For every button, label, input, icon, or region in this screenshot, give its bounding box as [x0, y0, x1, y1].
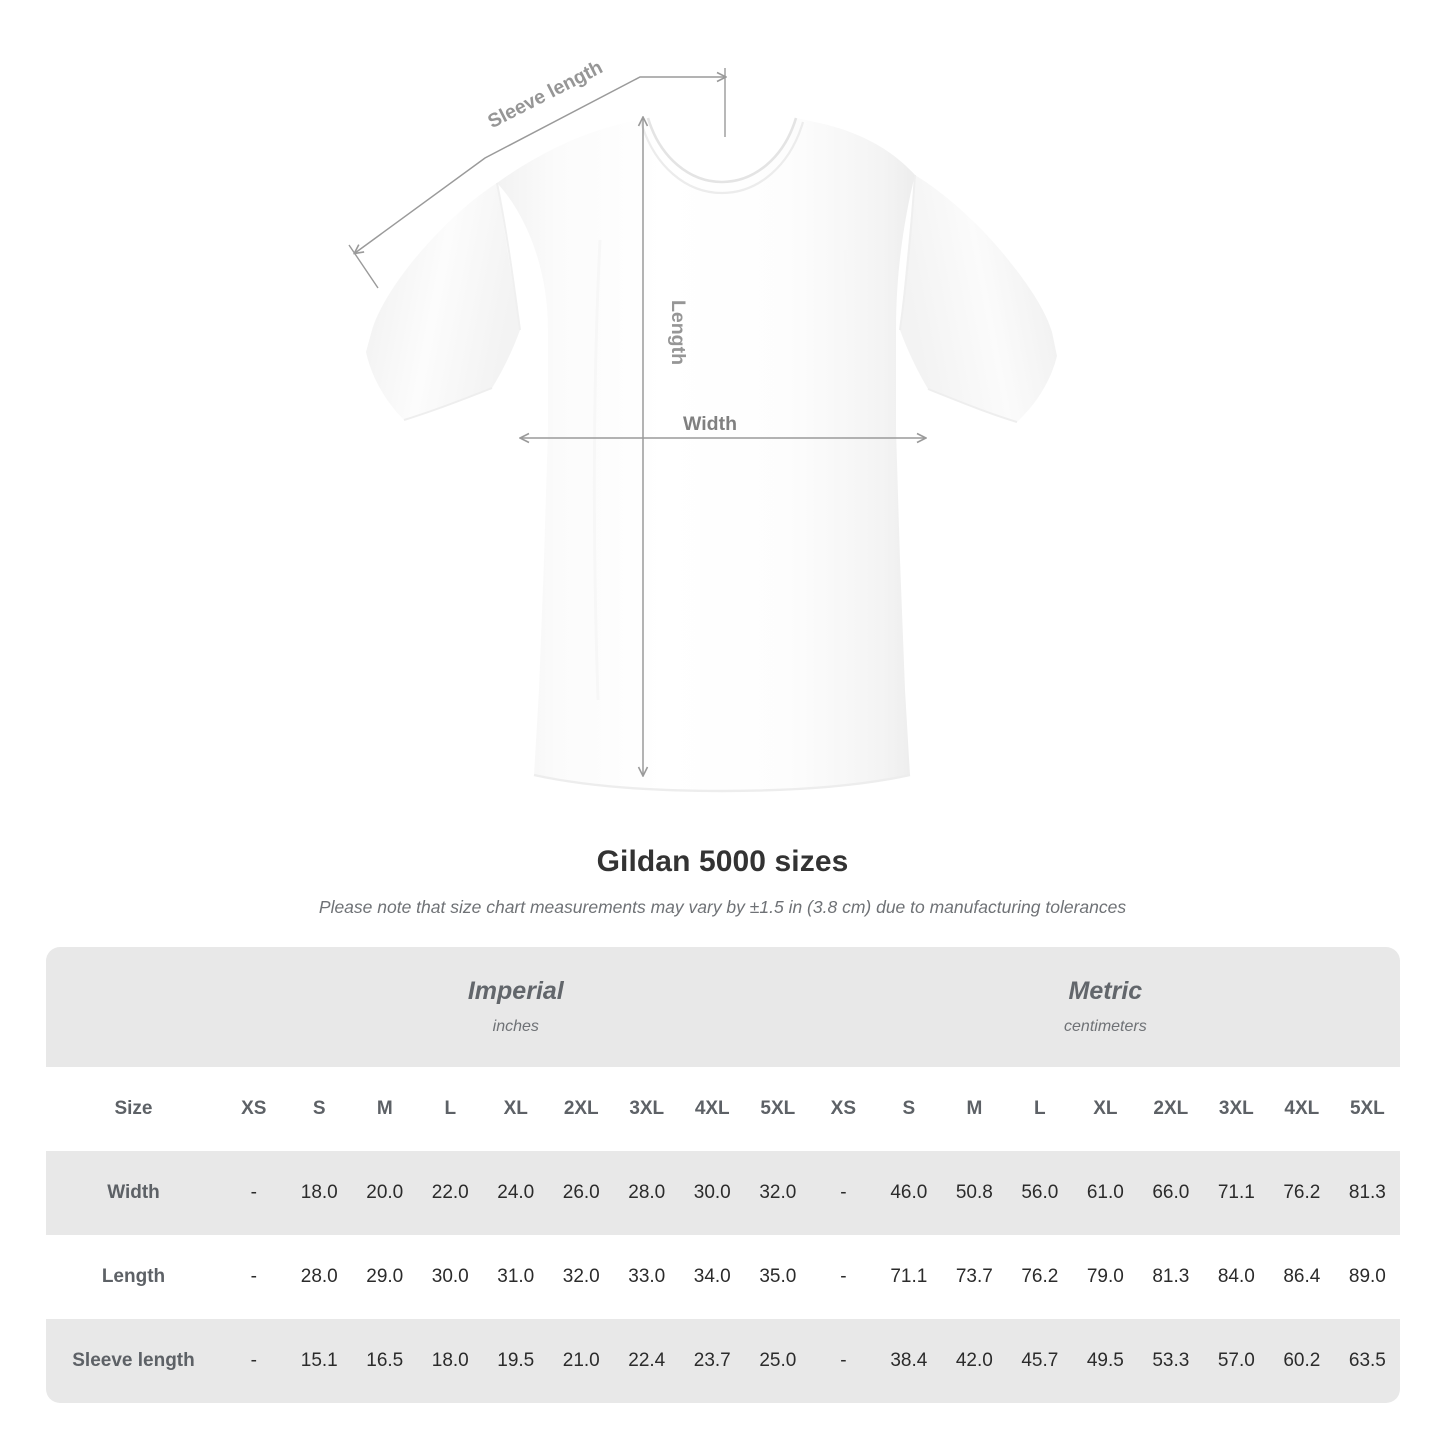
row-label-width: Width: [107, 1182, 160, 1203]
unit-name-imperial: Imperial: [467, 977, 564, 1006]
size-header-label: Size: [114, 1098, 153, 1119]
cell-length-imperial-l: 30.0: [431, 1266, 469, 1287]
cell-width-imperial-xs: -: [250, 1182, 257, 1203]
tshirt-diagram: Sleeve length Length Width: [348, 56, 1057, 793]
size-col-metric-4xl: 4XL: [1284, 1098, 1320, 1119]
cell-length-imperial-m: 29.0: [366, 1266, 404, 1287]
size-col-metric-5xl: 5XL: [1349, 1098, 1385, 1119]
cell-sleeve-metric-2xl: 53.3: [1152, 1350, 1190, 1371]
cell-width-imperial-xl: 24.0: [497, 1182, 535, 1203]
size-col-imperial-4xl: 4XL: [694, 1098, 730, 1119]
cell-length-metric-4xl: 86.4: [1283, 1266, 1321, 1287]
cell-width-metric-5xl: 81.3: [1348, 1182, 1386, 1203]
unit-sub-imperial: inches: [492, 1017, 539, 1035]
cell-width-metric-m: 50.8: [955, 1182, 993, 1203]
size-col-metric-xs: XS: [830, 1098, 857, 1119]
size-chart-table: Imperial inches Metric centimeters Size …: [46, 947, 1401, 1403]
cell-sleeve-metric-m: 42.0: [955, 1350, 993, 1371]
cell-width-imperial-l: 22.0: [431, 1182, 469, 1203]
cell-sleeve-metric-4xl: 60.2: [1283, 1350, 1321, 1371]
width-label: Width: [683, 413, 737, 435]
size-col-metric-l: L: [1034, 1098, 1046, 1119]
cell-sleeve-imperial-3xl: 22.4: [628, 1350, 666, 1371]
unit-section-metric: Metric centimeters: [810, 947, 1401, 1067]
cell-sleeve-imperial-xl: 19.5: [497, 1350, 535, 1371]
cell-sleeve-imperial-2xl: 21.0: [562, 1350, 600, 1371]
sleeve-length-dimension: [348, 68, 725, 289]
cell-length-imperial-5xl: 35.0: [759, 1266, 797, 1287]
cell-sleeve-imperial-s: 15.1: [300, 1350, 338, 1371]
tolerance-note: Please note that size chart measurements…: [318, 897, 1127, 917]
size-col-imperial-s: S: [312, 1098, 326, 1119]
cell-length-metric-5xl: 89.0: [1348, 1266, 1386, 1287]
cell-sleeve-metric-xs: -: [840, 1350, 847, 1371]
cell-length-imperial-4xl: 34.0: [693, 1266, 731, 1287]
size-col-imperial-xs: XS: [241, 1098, 267, 1119]
unit-sub-metric: centimeters: [1064, 1017, 1147, 1035]
cell-sleeve-metric-5xl: 63.5: [1348, 1350, 1386, 1371]
cell-width-metric-xl: 61.0: [1086, 1182, 1124, 1203]
size-col-imperial-2xl: 2XL: [563, 1098, 599, 1119]
cell-length-metric-2xl: 81.3: [1152, 1266, 1190, 1287]
cell-width-imperial-s: 18.0: [300, 1182, 338, 1203]
cell-width-imperial-4xl: 30.0: [693, 1182, 731, 1203]
cell-length-metric-l: 76.2: [1021, 1266, 1059, 1287]
cell-sleeve-imperial-xs: -: [250, 1350, 257, 1371]
size-col-imperial-xl: XL: [503, 1098, 528, 1119]
cell-length-imperial-2xl: 32.0: [562, 1266, 600, 1287]
cell-sleeve-imperial-5xl: 25.0: [759, 1350, 797, 1371]
cell-length-metric-3xl: 84.0: [1217, 1266, 1255, 1287]
cell-width-imperial-5xl: 32.0: [759, 1182, 797, 1203]
size-col-imperial-l: L: [444, 1098, 457, 1119]
cell-width-metric-l: 56.0: [1021, 1182, 1059, 1203]
cell-width-metric-3xl: 71.1: [1217, 1182, 1255, 1203]
size-col-imperial-m: M: [376, 1098, 393, 1119]
size-col-metric-xl: XL: [1093, 1098, 1118, 1119]
length-label: Length: [667, 300, 689, 365]
cell-width-metric-xs: -: [840, 1182, 847, 1203]
unit-name-metric: Metric: [1068, 977, 1143, 1006]
size-col-imperial-5xl: 5XL: [760, 1098, 796, 1119]
size-header-row: Size XS S M L XL 2XL 3XL 4XL 5XL XS S M …: [46, 1067, 1401, 1151]
cell-length-metric-xl: 79.0: [1086, 1266, 1124, 1287]
cell-sleeve-imperial-4xl: 23.7: [693, 1350, 731, 1371]
cell-sleeve-metric-3xl: 57.0: [1217, 1350, 1255, 1371]
table-row: Sleeve length - 15.1 16.5 18.0 19.5 21.0…: [46, 1319, 1401, 1403]
cell-width-imperial-2xl: 26.0: [562, 1182, 600, 1203]
size-col-metric-2xl: 2XL: [1153, 1098, 1189, 1119]
chart-title-block: Gildan 5000 sizes Please note that size …: [0, 845, 1445, 918]
sleeve-length-label: Sleeve length: [484, 56, 606, 133]
unit-header-row: Imperial inches Metric centimeters: [46, 947, 1401, 1067]
cell-length-imperial-xs: -: [250, 1266, 257, 1287]
cell-width-imperial-3xl: 28.0: [628, 1182, 666, 1203]
row-label-length: Length: [101, 1266, 166, 1287]
cell-sleeve-metric-xl: 49.5: [1086, 1350, 1124, 1371]
cell-width-metric-s: 46.0: [890, 1182, 928, 1203]
size-col-imperial-3xl: 3XL: [629, 1098, 665, 1119]
tshirt-graphic: [366, 117, 1057, 793]
cell-width-metric-2xl: 66.0: [1152, 1182, 1190, 1203]
cell-sleeve-imperial-m: 16.5: [366, 1350, 404, 1371]
page-title: Gildan 5000 sizes: [596, 845, 849, 878]
size-col-metric-3xl: 3XL: [1218, 1098, 1254, 1119]
cell-length-metric-s: 71.1: [890, 1266, 928, 1287]
cell-sleeve-metric-s: 38.4: [890, 1350, 928, 1371]
cell-length-imperial-xl: 31.0: [497, 1266, 535, 1287]
unit-band-spacer: [46, 947, 221, 1067]
size-col-metric-s: S: [902, 1098, 916, 1119]
cell-width-metric-4xl: 76.2: [1283, 1182, 1321, 1203]
cell-length-imperial-3xl: 33.0: [628, 1266, 666, 1287]
table-row: Length - 28.0 29.0 30.0 31.0 32.0 33.0 3…: [46, 1235, 1401, 1319]
cell-length-imperial-s: 28.0: [300, 1266, 338, 1287]
row-label-sleeve-length: Sleeve length: [72, 1350, 195, 1371]
cell-sleeve-metric-l: 45.7: [1021, 1350, 1059, 1371]
cell-sleeve-imperial-l: 18.0: [431, 1350, 469, 1371]
table-row: Width - 18.0 20.0 22.0 24.0 26.0 28.0 30…: [46, 1151, 1401, 1235]
cell-width-imperial-m: 20.0: [366, 1182, 404, 1203]
cell-length-metric-xs: -: [840, 1266, 847, 1287]
size-col-metric-m: M: [966, 1098, 983, 1119]
unit-section-imperial: Imperial inches: [221, 947, 811, 1067]
cell-length-metric-m: 73.7: [955, 1266, 993, 1287]
